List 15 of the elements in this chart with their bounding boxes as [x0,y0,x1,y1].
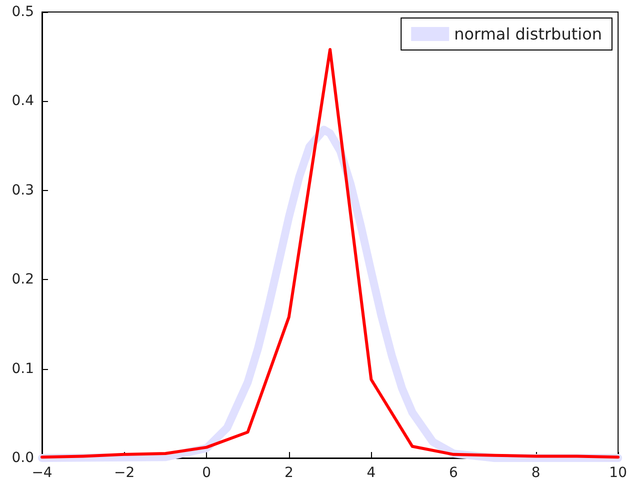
y-tick-label: 0.2 [12,272,34,288]
x-tick-label: 8 [531,465,540,481]
y-tick-label: 0.0 [12,450,34,466]
x-tick-label: 2 [284,465,294,481]
x-tick-label: −2 [114,465,135,481]
x-tick-label: 4 [366,465,376,481]
y-tick-label: 0.3 [12,182,34,198]
x-tick-label: 10 [609,465,628,481]
x-tick-label: −4 [32,465,52,481]
x-tick-label: 6 [449,465,458,481]
y-tick-label: 0.1 [12,360,34,377]
legend-label: normal distrbution [454,24,602,44]
x-tick-label: 0 [202,465,212,481]
y-tick-label: 0.5 [12,4,34,20]
y-tick-label: 0.4 [12,93,34,110]
